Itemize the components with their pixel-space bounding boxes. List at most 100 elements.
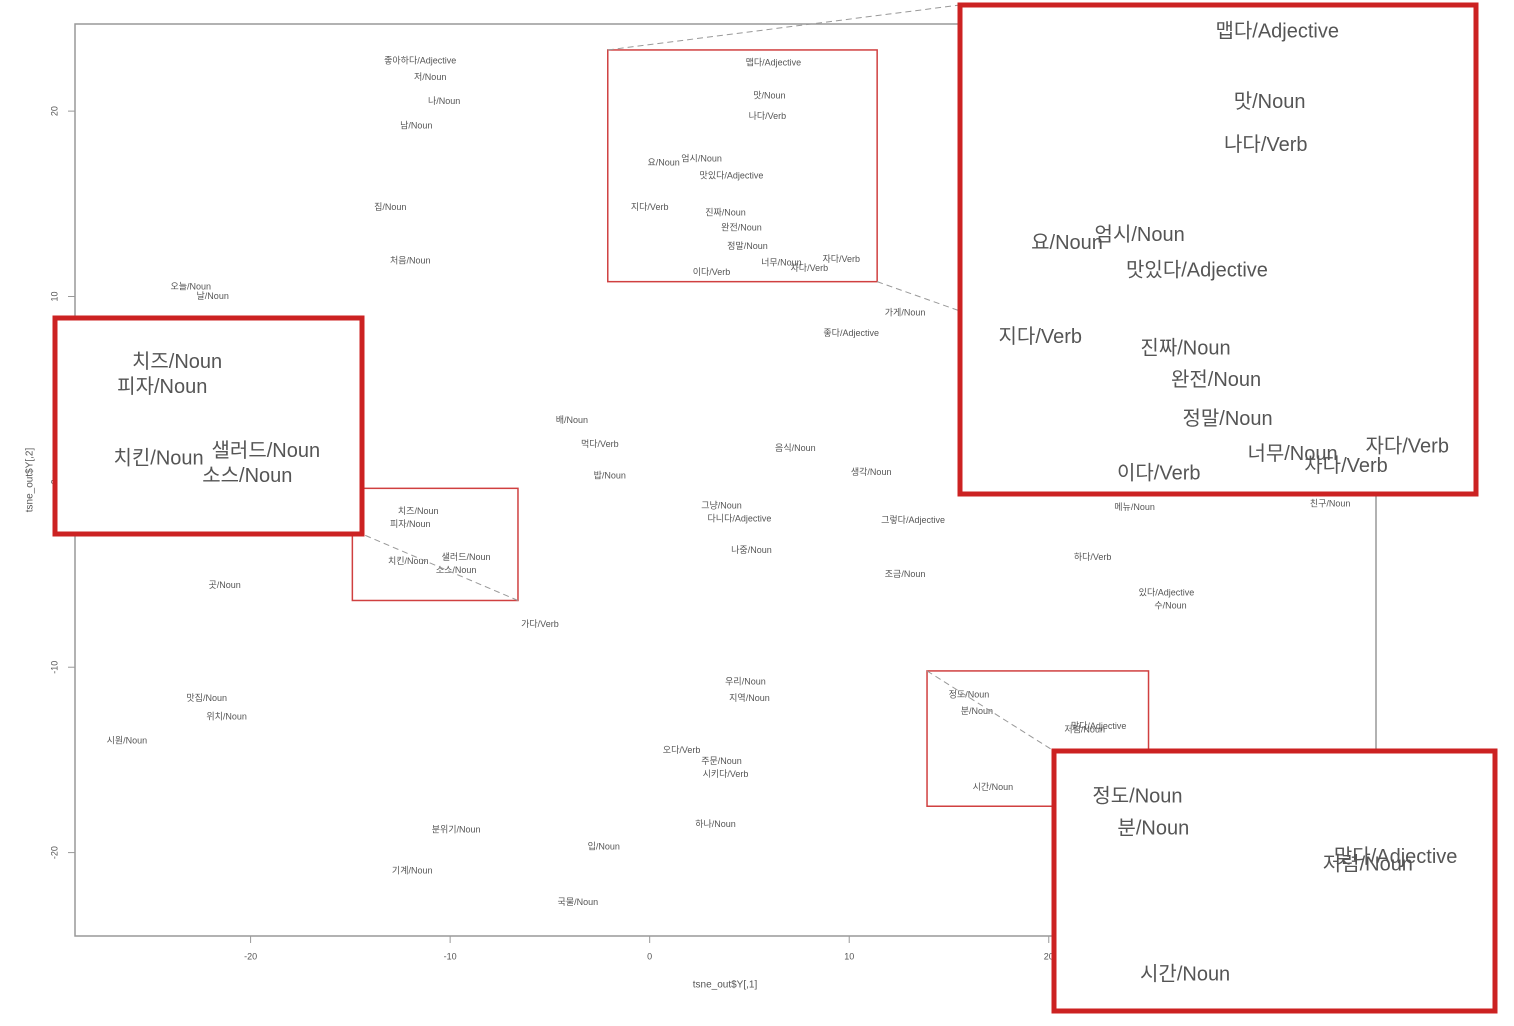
point-label: 진짜/Noun (705, 207, 746, 217)
point-label: 위치/Noun (206, 711, 247, 722)
point-label: 지다/Verb (631, 202, 669, 212)
point-label: 우리/Noun (725, 676, 766, 686)
inset-point-label: 분/Noun (1117, 818, 1189, 840)
inset-source-box (926, 670, 1150, 807)
point-label: 조금/Noun (885, 569, 926, 579)
point-label: 좋아하다/Adjective (384, 55, 456, 65)
point-label: 저렴/Noun (1064, 724, 1105, 735)
point-label: 치킨/Noun (388, 555, 429, 566)
inset-box (957, 2, 1479, 497)
point-label: 소스/Noun (436, 565, 477, 575)
point-label: 다니다/Adjective (708, 513, 772, 523)
point-label: 있다/Adjective (1139, 586, 1195, 597)
inset-point-label: 샐러드/Noun (212, 439, 321, 462)
inset-point-label: 지다/Verb (999, 325, 1083, 348)
point-label: 먹다/Verb (581, 439, 619, 449)
point-label: 맛/Noun (753, 91, 785, 101)
inset-point-label: 진짜/Noun (1140, 337, 1230, 360)
inset-source-box (351, 487, 519, 602)
inset-point-label: 엄시/Noun (1095, 223, 1185, 246)
inset-point-label: 소스/Noun (202, 465, 292, 487)
point-label: 맛집/Noun (186, 692, 227, 703)
point-label: 지역/Noun (729, 693, 770, 703)
inset-point-label: 시간/Noun (1140, 963, 1230, 986)
point-label: 집/Noun (374, 201, 406, 212)
inset-connector (607, 4, 961, 51)
point-label: 국물/Noun (558, 897, 599, 907)
inset-point-label: 저렴/Noun (1323, 852, 1413, 875)
point-label: 분/Noun (961, 706, 993, 716)
x-tick-label: 10 (844, 951, 854, 961)
point-label: 친구/Noun (1310, 498, 1351, 508)
point-label: 정도/Noun (949, 689, 990, 699)
point-label: 주문/Noun (701, 756, 742, 766)
point-label: 치즈/Noun (398, 505, 439, 516)
inset-point-label: 너무/Noun (1247, 442, 1337, 465)
point-label: 맵다/Adjective (746, 56, 802, 67)
y-axis-label: tsne_out$Y[,2] (25, 448, 36, 513)
point-label: 음식/Noun (775, 443, 816, 453)
point-label: 가다/Verb (521, 619, 559, 629)
inset-connector (361, 533, 519, 601)
point-label: 밥/Noun (594, 471, 626, 481)
point-label: 배/Noun (556, 415, 588, 425)
point-label: 나중/Noun (731, 545, 772, 555)
point-label: 저/Noun (414, 72, 446, 82)
y-tick-label: 10 (49, 291, 59, 301)
point-label: 자다/Verb (822, 254, 860, 264)
inset-box (52, 315, 365, 537)
point-label: 요/Noun (647, 157, 679, 167)
point-label: 시원/Noun (107, 736, 148, 746)
inset-point-label: 피자/Noun (117, 375, 207, 398)
point-label: 그냥/Noun (701, 500, 742, 510)
inset-point-label: 정도/Noun (1092, 785, 1182, 808)
x-tick-label: 0 (647, 951, 652, 961)
y-tick-label: -10 (49, 661, 59, 674)
inset-source-box (607, 49, 878, 283)
point-label: 수/Noun (1154, 600, 1186, 610)
point-label: 메뉴/Noun (1114, 502, 1155, 512)
inset-point-label: 이다/Verb (1117, 462, 1201, 485)
point-label: 그렇다/Adjective (881, 515, 945, 525)
point-label: 정말/Noun (727, 240, 768, 251)
x-axis-label: tsne_out$Y[,1] (693, 980, 758, 991)
inset-point-label: 치킨/Noun (113, 446, 203, 469)
point-label: 오다/Verb (663, 745, 701, 755)
inset-connector (926, 670, 1055, 752)
point-label: 좋다/Adjective (823, 328, 879, 338)
point-label: 기계/Noun (392, 864, 433, 875)
point-label: 처음/Noun (390, 255, 431, 266)
x-tick-label: -10 (444, 951, 457, 961)
y-tick-label: -20 (49, 846, 59, 859)
y-tick-label: 20 (49, 106, 59, 116)
inset-point-label: 정말/Noun (1182, 407, 1272, 430)
point-label: 나/Noun (428, 96, 460, 106)
point-label: 이다/Verb (693, 267, 731, 277)
inset-point-label: 맞다/Adjective (1334, 845, 1458, 868)
inset-point-label: 맵다/Adjective (1215, 20, 1339, 43)
point-label: 시간/Noun (973, 782, 1014, 792)
point-label: 입/Noun (588, 840, 620, 851)
x-tick-label: 20 (1044, 951, 1054, 961)
inset-point-label: 완전/Noun (1171, 368, 1261, 391)
point-label: 완전/Noun (721, 222, 762, 232)
inset-point-label: 치즈/Noun (132, 350, 222, 373)
point-label: 시키다/Verb (703, 769, 749, 779)
point-label: 가게/Noun (885, 308, 926, 318)
point-label: 샐러드/Noun (442, 552, 491, 562)
point-label: 맞다/Adjective (1071, 720, 1127, 731)
point-label: 하나/Noun (695, 819, 736, 829)
point-label: 생각/Noun (851, 466, 892, 477)
point-label: 날/Noun (197, 291, 229, 301)
inset-point-label: 차다/Verb (1304, 454, 1388, 477)
point-label: 하다/Verb (1074, 552, 1112, 562)
inset-point-label: 요/Noun (1031, 232, 1103, 254)
point-label: 엄시/Noun (681, 153, 722, 164)
x-tick-label: -20 (244, 951, 257, 961)
point-label: 맛있다/Adjective (700, 169, 764, 180)
inset-box (1051, 748, 1498, 1014)
